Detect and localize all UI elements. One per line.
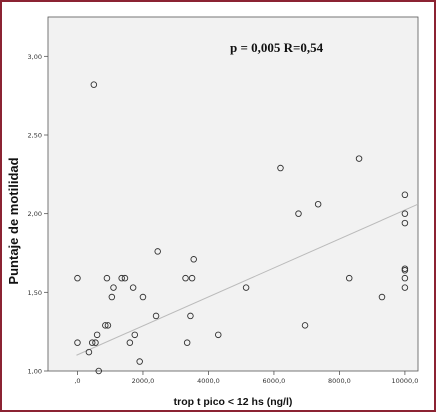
data-point <box>136 358 143 365</box>
data-point <box>401 284 409 291</box>
x-tick-label: 6000,0 <box>263 377 286 385</box>
y-tick-label: 1,50 <box>28 289 42 297</box>
plot-area <box>47 16 419 372</box>
data-point <box>277 164 284 172</box>
y-axis-label: Puntaje de motilidad <box>6 157 21 284</box>
data-point <box>295 210 302 217</box>
data-point <box>187 312 194 320</box>
data-point <box>85 348 93 356</box>
axis-ticks: ,0 2000,0 4000,0 6000,0 8000,0 10000,0 1,00 1,5… <box>28 53 419 385</box>
data-point <box>118 274 125 282</box>
data-point <box>104 322 112 329</box>
data-point <box>121 274 129 282</box>
data-point <box>401 210 409 217</box>
data-point <box>301 322 309 329</box>
data-point <box>242 284 250 291</box>
x-tick-label: 2000,0 <box>132 377 155 385</box>
x-tick-label: 10000,0 <box>391 377 418 385</box>
data-point <box>74 339 81 346</box>
statistics-annotation: p = 0,005 R=0,54 <box>230 40 324 55</box>
data-point <box>126 339 134 346</box>
data-point <box>102 322 109 329</box>
data-point <box>131 331 139 339</box>
data-point <box>215 331 222 339</box>
data-point <box>93 331 101 339</box>
data-point <box>378 293 386 301</box>
data-point <box>401 274 409 282</box>
data-point <box>74 274 81 282</box>
data-points <box>74 81 409 375</box>
data-point <box>92 339 99 346</box>
y-tick-label: 2,00 <box>28 210 42 218</box>
x-tick-label: ,0 <box>74 377 80 385</box>
data-point <box>110 284 117 291</box>
data-point <box>314 200 322 208</box>
y-tick-label: 2,50 <box>28 132 42 140</box>
data-point <box>90 81 98 88</box>
y-tick-label: 3,00 <box>28 53 42 61</box>
data-point <box>401 191 409 199</box>
regression-line <box>76 203 419 356</box>
data-point <box>103 274 111 282</box>
data-point <box>152 312 160 320</box>
data-point <box>190 256 197 263</box>
data-point <box>182 274 189 282</box>
data-point <box>401 267 409 274</box>
data-point <box>188 274 196 282</box>
data-point <box>108 293 116 301</box>
data-point <box>88 339 96 346</box>
data-point <box>139 293 147 301</box>
data-point <box>154 248 161 255</box>
data-point <box>183 339 191 346</box>
x-tick-label: 4000,0 <box>197 377 220 385</box>
data-point <box>95 367 103 375</box>
y-tick-label: 1,00 <box>28 368 42 376</box>
x-axis-label: trop t pico < 12 hs (ng/l) <box>174 396 293 408</box>
data-point <box>355 155 363 162</box>
data-point <box>345 274 353 282</box>
data-point <box>401 219 409 227</box>
data-point <box>129 284 137 291</box>
x-tick-label: 8000,0 <box>328 377 351 385</box>
